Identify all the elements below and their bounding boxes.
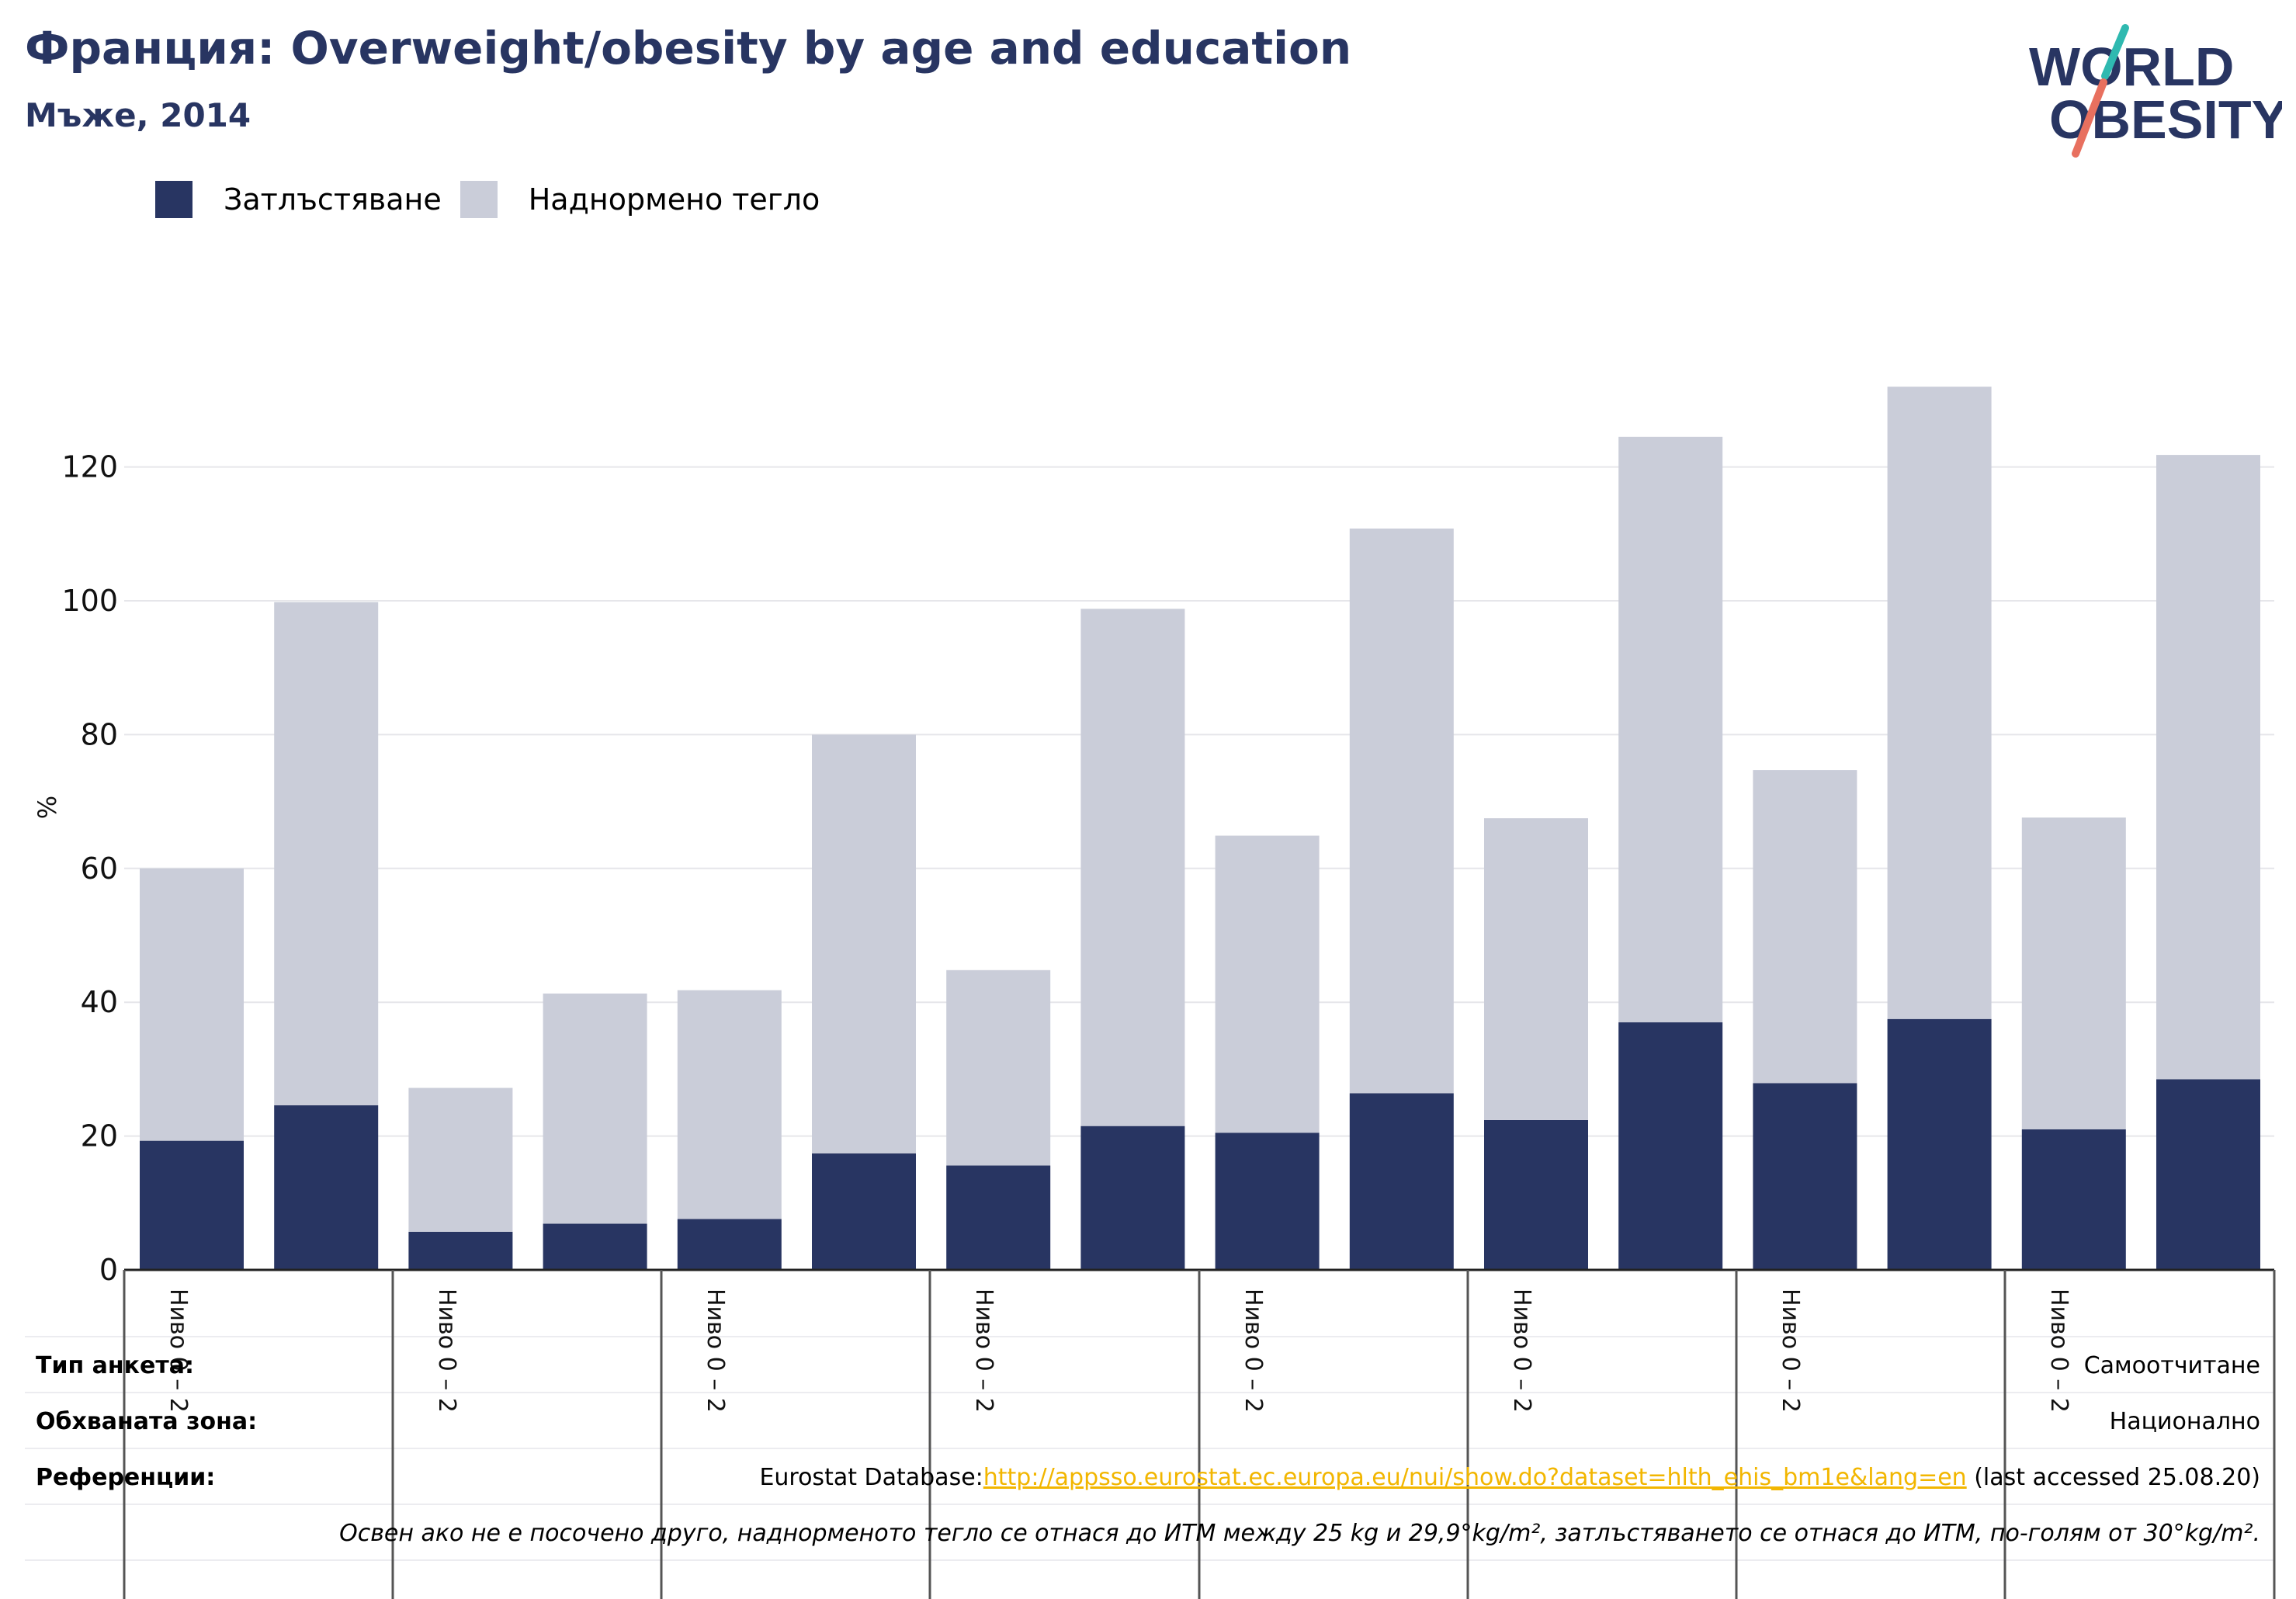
bar-overweight	[274, 602, 379, 1105]
world-obesity-logo: WORLD OBESITY	[2029, 24, 2282, 158]
legend-label-overweight: Наднормено тегло	[528, 182, 820, 217]
bar-overweight	[1349, 528, 1454, 1094]
references-link[interactable]: http://appsso.eurostat.ec.europa.eu/nui/…	[983, 1464, 1967, 1491]
y-tick-label: 80	[81, 717, 118, 751]
y-tick-label: 20	[81, 1119, 118, 1153]
y-tick-label: 40	[81, 985, 118, 1019]
x-group-label: Ниво 0 – 2	[702, 1289, 729, 1413]
logo-line1: WORLD	[2029, 36, 2234, 97]
axes: 0 20 40 60 80 100 120%	[33, 450, 2276, 1599]
y-tick-label: 60	[81, 852, 118, 886]
y-axis-label: %	[33, 796, 62, 819]
bar-obesity	[812, 1153, 916, 1270]
survey-type-label: Тип анкета:	[36, 1352, 194, 1379]
bar-overweight	[677, 990, 782, 1219]
bar-overweight	[2156, 455, 2260, 1080]
bar-overweight	[1080, 609, 1185, 1126]
bar-obesity	[1753, 1083, 1857, 1270]
bar-obesity	[140, 1140, 244, 1270]
legend-label-obesity: Затлъстяване	[224, 182, 442, 217]
x-group-label: Ниво 0 – 2	[165, 1289, 192, 1413]
y-tick-label: 120	[61, 450, 118, 484]
bar-obesity	[677, 1219, 782, 1270]
x-group-label: Ниво 0 – 2	[1240, 1289, 1267, 1413]
bar-obesity	[1484, 1119, 1588, 1270]
bars	[140, 387, 2260, 1270]
legend-swatch-overweight	[460, 181, 498, 218]
bar-overweight	[946, 969, 1051, 1166]
references-prefix: Eurostat Database:	[759, 1464, 983, 1491]
bar-obesity	[1349, 1093, 1454, 1270]
bar-overweight	[812, 734, 916, 1154]
bar-overweight	[2021, 817, 2126, 1129]
x-group-label: Ниво 0 – 2	[433, 1289, 460, 1413]
bar-obesity	[1618, 1022, 1723, 1270]
bar-obesity	[408, 1231, 513, 1270]
y-tick-label: 0	[99, 1253, 118, 1287]
bar-obesity	[2021, 1129, 2126, 1270]
bar-overweight	[1753, 770, 1857, 1084]
bar-overweight	[408, 1087, 513, 1232]
references-suffix: (last accessed 25.08.20)	[1966, 1464, 2260, 1491]
chart-subtitle: Мъже, 2014	[25, 96, 251, 134]
x-group-label: Ниво 0 – 2	[1777, 1289, 1804, 1413]
logo-slash-bottom	[2072, 78, 2107, 158]
x-group-label: Ниво 0 – 2	[970, 1289, 997, 1413]
x-group-label: Ниво 0 – 2	[1508, 1289, 1535, 1413]
bar-obesity	[2156, 1079, 2260, 1270]
legend-swatch-obesity	[155, 181, 192, 218]
references-value: Eurostat Database:http://appsso.eurostat…	[759, 1464, 2260, 1491]
bar-overweight	[1484, 818, 1588, 1120]
bar-obesity	[946, 1165, 1051, 1270]
bar-overweight	[1887, 387, 1992, 1019]
coverage-value: Национално	[2109, 1408, 2260, 1435]
y-tick-label: 100	[61, 584, 118, 618]
bar-obesity	[543, 1223, 647, 1270]
logo-slash-top	[2101, 24, 2129, 80]
bar-overweight	[543, 993, 647, 1224]
bar-overweight	[140, 868, 244, 1141]
bar-obesity	[1215, 1132, 1320, 1270]
x-group-label: Ниво 0 – 2	[2045, 1289, 2072, 1413]
chart-title: Франция: Overweight/obesity by age and e…	[25, 22, 1352, 75]
bar-obesity	[1080, 1126, 1185, 1270]
bar-overweight	[1618, 436, 1723, 1023]
bar-overweight	[1215, 835, 1320, 1133]
survey-type-value: Самоотчитане	[2083, 1352, 2260, 1379]
references-label: Референции:	[36, 1464, 216, 1491]
coverage-label: Обхваната зона:	[36, 1408, 258, 1435]
bar-obesity	[274, 1105, 379, 1270]
legend: Затлъстяване Наднормено тегло	[155, 179, 838, 220]
definition-note: Освен ако не е посочено друго, наднормен…	[339, 1520, 2260, 1547]
bar-obesity	[1887, 1018, 1992, 1270]
x-tick-labels: Ниво 0 – 2 Ниво 0 – 2 Ниво 0 – 2 Ниво 0 – 2…	[165, 1289, 2072, 1413]
info-table-lines	[25, 1336, 2274, 1561]
